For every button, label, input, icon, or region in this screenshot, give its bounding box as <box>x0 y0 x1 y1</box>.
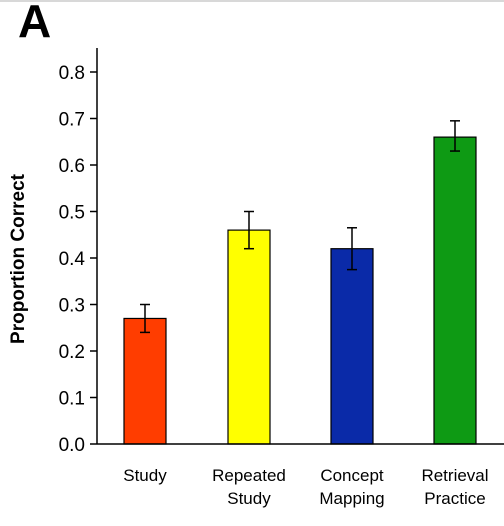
bar <box>123 317 167 445</box>
x-category-label: Concept <box>320 466 384 485</box>
x-category-label: Study <box>123 466 167 485</box>
y-tick-label: 0.6 <box>59 156 85 177</box>
panel-label: A <box>18 0 52 47</box>
y-tick-label: 0.1 <box>59 389 85 410</box>
bar <box>227 229 271 445</box>
x-axis-categories: Study Repeated Study Concept Mapping Retrieva… <box>123 466 488 508</box>
bar <box>330 248 374 445</box>
bars <box>123 136 477 445</box>
x-category-label: Retrieval <box>421 466 488 485</box>
y-tick-label: 0.7 <box>59 110 85 131</box>
y-tick-label: 0.8 <box>59 63 85 84</box>
axes <box>96 48 504 445</box>
y-tick-label: 0.3 <box>59 296 85 317</box>
y-axis-ticks: 0.0 0.1 0.2 0.3 0.4 0.5 0.6 0.7 0.8 <box>59 63 97 456</box>
y-tick-label: 0.4 <box>59 249 86 270</box>
x-category-label: Mapping <box>319 489 384 508</box>
top-rule <box>0 0 504 2</box>
y-tick-label: 0.0 <box>59 435 85 456</box>
error-bars <box>140 120 460 334</box>
x-category-label: Practice <box>424 489 485 508</box>
x-category-label: Repeated <box>212 466 286 485</box>
bar <box>433 136 477 445</box>
x-category-label: Study <box>227 489 271 508</box>
y-tick-label: 0.2 <box>59 342 85 363</box>
y-tick-label: 0.5 <box>59 203 85 224</box>
